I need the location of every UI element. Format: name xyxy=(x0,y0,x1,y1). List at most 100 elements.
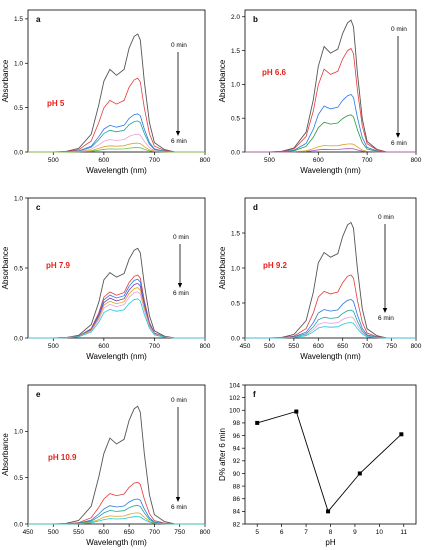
y-tick-label: 88 xyxy=(233,483,241,490)
x-tick-label: 6 xyxy=(280,529,284,536)
annotation-start: 0 min xyxy=(171,397,187,404)
y-axis-label: Absorbance xyxy=(1,59,10,102)
series-line xyxy=(245,221,416,339)
x-tick-label: 500 xyxy=(48,529,59,536)
x-tick-label: 600 xyxy=(98,343,109,350)
x-tick-label: 750 xyxy=(174,529,185,536)
y-tick-label: 0.0 xyxy=(14,521,23,528)
x-tick-label: 700 xyxy=(149,529,160,536)
series-line xyxy=(28,147,205,153)
y-tick-label: 0.0 xyxy=(14,149,23,156)
annotation-end: 6 min xyxy=(171,138,187,145)
x-tick-label: 5 xyxy=(255,529,259,536)
x-tick-label: 800 xyxy=(200,343,211,350)
panel-letter: b xyxy=(253,15,258,24)
x-tick-label: 700 xyxy=(149,157,160,164)
series-line xyxy=(28,298,205,339)
y-tick-label: 0.5 xyxy=(231,115,240,122)
panel-letter: c xyxy=(36,203,41,212)
x-tick-label: 500 xyxy=(48,157,59,164)
series-line xyxy=(28,512,205,525)
y-tick-label: 1.0 xyxy=(14,61,23,68)
x-axis-label: Wavelength (nm) xyxy=(86,538,147,547)
x-tick-label: 450 xyxy=(240,343,251,350)
x-tick-label: 750 xyxy=(386,343,397,350)
x-tick-label: 450 xyxy=(23,529,34,536)
panel-letter: f xyxy=(253,390,256,399)
ph-label: pH 5 xyxy=(47,99,65,108)
y-tick-label: 2.0 xyxy=(231,14,240,21)
series-line xyxy=(28,516,205,525)
y-tick-label: 0.0 xyxy=(231,335,240,342)
x-tick-label: 500 xyxy=(264,343,275,350)
y-tick-label: 104 xyxy=(229,382,240,389)
x-tick-label: 700 xyxy=(362,157,373,164)
x-axis-label: Wavelength (nm) xyxy=(86,166,147,175)
x-tick-label: 10 xyxy=(376,529,384,536)
x-axis-label: Wavelength (nm) xyxy=(86,352,147,361)
y-tick-label: 0.0 xyxy=(231,149,240,156)
y-tick-label: 1.5 xyxy=(14,16,23,23)
plot-frame xyxy=(27,384,206,525)
plot-frame xyxy=(244,384,417,525)
panel-a: 500 600 700 800 0.0 0.5 1.0 1.5 Wavelength (nm) A… xyxy=(1,9,211,175)
y-axis-label: Absorbance xyxy=(1,246,10,289)
x-tick-label: 8 xyxy=(329,529,333,536)
y-tick-label: 1.0 xyxy=(231,265,240,272)
annotation-end: 6 min xyxy=(171,504,187,511)
x-tick-label: 600 xyxy=(313,343,324,350)
x-tick-label: 800 xyxy=(411,343,422,350)
x-tick-label: 600 xyxy=(98,529,109,536)
y-tick-label: 1.5 xyxy=(231,230,240,237)
y-axis-label: Absorbance xyxy=(1,433,10,476)
series-line xyxy=(28,405,205,525)
data-point xyxy=(326,509,331,514)
series-line xyxy=(245,47,416,153)
y-axis-label: Absorbance xyxy=(218,246,227,289)
ph-label: pH 10.9 xyxy=(48,453,77,462)
annotation-end: 6 min xyxy=(391,140,407,147)
annotation-start: 0 min xyxy=(173,234,189,241)
x-axis-label: Wavelength (nm) xyxy=(300,352,361,361)
y-tick-label: 82 xyxy=(233,521,241,528)
plot-frame xyxy=(27,9,206,153)
y-tick-label: 1.0 xyxy=(14,195,23,202)
y-tick-label: 86 xyxy=(233,496,241,503)
panel-letter: d xyxy=(253,203,258,212)
x-tick-label: 600 xyxy=(313,157,324,164)
y-tick-label: 96 xyxy=(233,433,241,440)
x-tick-label: 650 xyxy=(337,343,348,350)
x-tick-label: 500 xyxy=(48,343,59,350)
series-line xyxy=(28,120,205,153)
annotation-start: 0 min xyxy=(391,26,407,33)
series-line xyxy=(245,148,416,153)
panel-c: 500 600 700 800 0.0 0.5 1.0 Wavelength (nm) Abso… xyxy=(1,195,211,361)
arrowhead xyxy=(177,283,183,288)
x-tick-label: 500 xyxy=(264,157,275,164)
y-tick-label: 0.5 xyxy=(231,300,240,307)
panel-e: 450 500 550 600 650 700 750 800 0.0 0.5 1.0 Wavelen… xyxy=(1,384,211,547)
y-tick-label: 84 xyxy=(233,509,241,516)
y-tick-label: 0.5 xyxy=(14,105,23,112)
data-point xyxy=(399,432,404,437)
y-tick-label: 1.0 xyxy=(231,82,240,89)
x-tick-label: 9 xyxy=(353,529,357,536)
x-tick-label: 700 xyxy=(149,343,160,350)
y-axis-label: D% after 6 min xyxy=(218,428,227,481)
series-line xyxy=(245,322,416,339)
y-tick-label: 92 xyxy=(233,458,241,465)
x-tick-label: 800 xyxy=(200,529,211,536)
arrowhead xyxy=(395,133,401,138)
y-tick-label: 0.0 xyxy=(14,335,23,342)
annotation-end: 6 min xyxy=(173,290,189,297)
y-tick-label: 1.5 xyxy=(231,48,240,55)
y-tick-label: 102 xyxy=(229,395,240,402)
series-line xyxy=(245,274,416,339)
x-tick-label: 800 xyxy=(411,157,422,164)
x-tick-label: 800 xyxy=(200,157,211,164)
data-point xyxy=(294,409,299,414)
annotation-end: 6 min xyxy=(378,315,394,322)
series-line xyxy=(28,278,205,339)
arrowhead xyxy=(382,308,388,313)
